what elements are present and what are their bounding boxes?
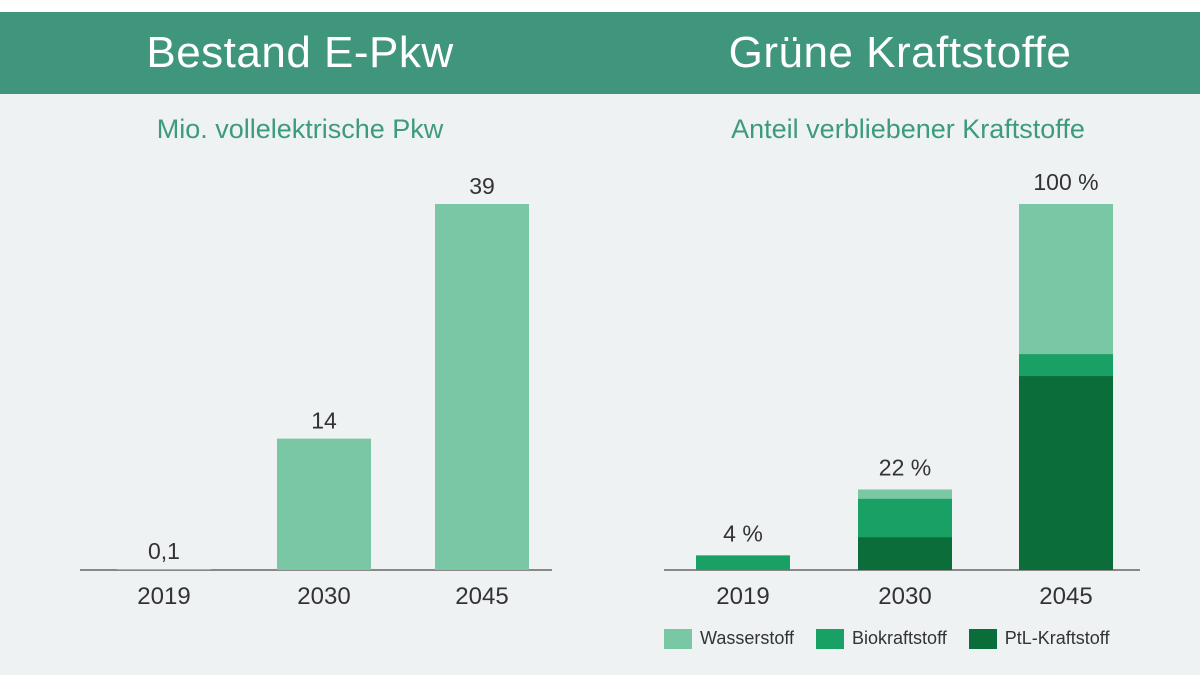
left-x-tick-2045: 2045: [455, 583, 508, 610]
right-bar-2045-wasserstoff: [1019, 204, 1113, 355]
right-total-label-2045: 100 %: [1033, 169, 1098, 195]
right-total-label-2030: 22 %: [879, 454, 931, 480]
legend: Wasserstoff Biokraftstoff PtL-Kraftstoff: [664, 628, 1109, 649]
right-bar-2045-biokraftstoff: [1019, 354, 1113, 377]
legend-item-ptl: PtL-Kraftstoff: [968, 628, 1110, 649]
left-x-tick-2019: 2019: [137, 583, 190, 610]
right-bar-2019-biokraftstoff: [696, 555, 790, 570]
left-chart-title: Bestand E-Pkw: [146, 28, 454, 77]
top-border: [0, 0, 1200, 12]
left-bar-2045: [435, 204, 529, 570]
left-value-label-2045: 39: [469, 173, 495, 199]
legend-swatch-wasserstoff: [664, 628, 692, 649]
right-total-label-2019: 4 %: [723, 520, 763, 546]
legend-label-ptl: PtL-Kraftstoff: [1004, 628, 1110, 648]
left-bar-2030: [277, 438, 371, 570]
left-value-label-2030: 14: [311, 408, 337, 434]
left-value-label-2019: 0,1: [148, 538, 180, 564]
right-x-tick-2045: 2045: [1039, 583, 1092, 610]
right-bar-2030-wasserstoff: [858, 489, 952, 499]
right-chart-title: Grüne Kraftstoffe: [728, 28, 1072, 77]
left-bar-2019: [117, 569, 211, 570]
legend-label-wasserstoff: Wasserstoff: [700, 628, 795, 648]
left-x-tick-2030: 2030: [297, 583, 350, 610]
legend-swatch-ptl: [968, 628, 997, 649]
right-bar-2030-ptl-kraftstoff: [858, 537, 952, 570]
legend-item-wasserstoff: Wasserstoff: [664, 628, 794, 649]
right-x-tick-2019: 2019: [716, 583, 769, 610]
right-x-tick-2030: 2030: [878, 583, 931, 610]
left-chart-subtitle: Mio. vollelektrische Pkw: [156, 114, 444, 144]
legend-item-biokraftstoff: Biokraftstoff: [816, 628, 947, 649]
header-bar: Bestand E-Pkw Grüne Kraftstoffe: [0, 12, 1200, 94]
right-chart-subtitle: Anteil verbliebener Kraftstoffe: [731, 114, 1085, 144]
right-bar-2030-biokraftstoff: [858, 498, 952, 538]
right-bar-2045-ptl-kraftstoff: [1019, 376, 1113, 570]
legend-swatch-biokraftstoff: [816, 628, 845, 649]
legend-label-biokraftstoff: Biokraftstoff: [852, 628, 947, 648]
